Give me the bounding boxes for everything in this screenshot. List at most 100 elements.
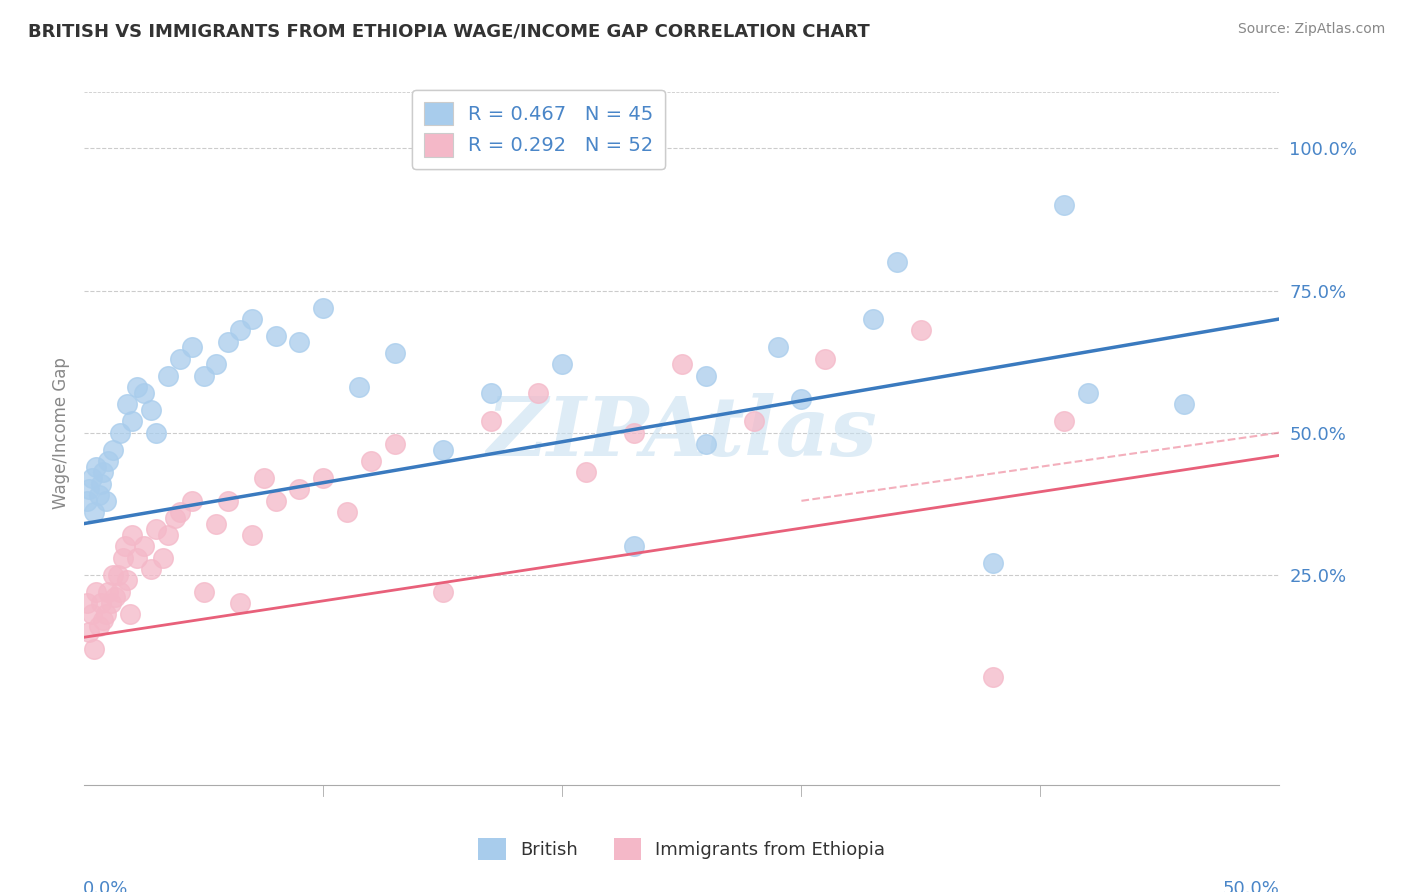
- Point: [205, 516, 228, 531]
- Text: Source: ZipAtlas.com: Source: ZipAtlas.com: [1237, 22, 1385, 37]
- Point: [101, 567, 124, 582]
- Point: [83, 641, 105, 656]
- Point: [117, 574, 139, 588]
- Point: [132, 539, 156, 553]
- Point: [551, 358, 574, 372]
- Point: [217, 334, 239, 349]
- Point: [97, 454, 120, 468]
- Point: [100, 596, 122, 610]
- Point: [77, 624, 100, 639]
- Point: [110, 584, 132, 599]
- Point: [349, 380, 371, 394]
- Point: [479, 414, 502, 428]
- Point: [145, 425, 167, 440]
- Text: BRITISH VS IMMIGRANTS FROM ETHIOPIA WAGE/INCOME GAP CORRELATION CHART: BRITISH VS IMMIGRANTS FROM ETHIOPIA WAGE…: [28, 22, 870, 40]
- Point: [264, 329, 287, 343]
- Point: [97, 584, 120, 599]
- Point: [229, 323, 252, 337]
- Point: [86, 584, 108, 599]
- Text: 50.0%: 50.0%: [1223, 880, 1279, 892]
- Point: [181, 493, 204, 508]
- Point: [623, 425, 645, 440]
- Point: [87, 488, 110, 502]
- Point: [193, 368, 215, 383]
- Point: [104, 591, 127, 605]
- Point: [240, 528, 263, 542]
- Point: [886, 255, 908, 269]
- Point: [169, 505, 191, 519]
- Point: [1173, 397, 1195, 411]
- Point: [253, 471, 276, 485]
- Point: [157, 528, 180, 542]
- Point: [132, 385, 156, 400]
- Point: [117, 397, 139, 411]
- Point: [86, 459, 108, 474]
- Point: [384, 346, 406, 360]
- Point: [695, 368, 717, 383]
- Point: [94, 607, 117, 622]
- Point: [125, 550, 148, 565]
- Point: [77, 483, 100, 497]
- Point: [193, 584, 215, 599]
- Point: [93, 613, 115, 627]
- Point: [90, 596, 112, 610]
- Point: [101, 442, 124, 457]
- Point: [910, 323, 932, 337]
- Point: [110, 425, 132, 440]
- Point: [125, 380, 148, 394]
- Point: [527, 385, 550, 400]
- Point: [1053, 198, 1076, 212]
- Point: [336, 505, 359, 519]
- Point: [1077, 385, 1099, 400]
- Point: [575, 466, 598, 480]
- Point: [152, 550, 174, 565]
- Point: [264, 493, 287, 508]
- Point: [384, 437, 406, 451]
- Y-axis label: Wage/Income Gap: Wage/Income Gap: [52, 357, 70, 508]
- Point: [169, 351, 191, 366]
- Point: [814, 351, 837, 366]
- Point: [141, 562, 163, 576]
- Point: [90, 476, 112, 491]
- Legend: R = 0.467   N = 45, R = 0.292   N = 52: R = 0.467 N = 45, R = 0.292 N = 52: [412, 90, 665, 169]
- Point: [288, 334, 311, 349]
- Point: [312, 471, 335, 485]
- Point: [229, 596, 252, 610]
- Point: [790, 392, 813, 406]
- Point: [94, 493, 117, 508]
- Point: [118, 607, 141, 622]
- Point: [862, 312, 884, 326]
- Point: [432, 442, 454, 457]
- Point: [80, 471, 103, 485]
- Point: [695, 437, 717, 451]
- Point: [181, 340, 204, 354]
- Point: [742, 414, 765, 428]
- Point: [87, 619, 110, 633]
- Point: [981, 557, 1004, 571]
- Point: [479, 385, 502, 400]
- Point: [240, 312, 263, 326]
- Point: [766, 340, 789, 354]
- Text: ZIPAtlas: ZIPAtlas: [486, 392, 877, 473]
- Point: [111, 550, 134, 565]
- Point: [141, 403, 163, 417]
- Point: [145, 522, 167, 536]
- Point: [217, 493, 239, 508]
- Point: [981, 670, 1004, 684]
- Point: [157, 368, 180, 383]
- Point: [205, 358, 228, 372]
- Point: [288, 483, 311, 497]
- Point: [83, 505, 105, 519]
- Point: [76, 596, 98, 610]
- Point: [80, 607, 103, 622]
- Point: [312, 301, 335, 315]
- Point: [1053, 414, 1076, 428]
- Point: [76, 493, 98, 508]
- Point: [121, 414, 143, 428]
- Point: [360, 454, 382, 468]
- Point: [121, 528, 143, 542]
- Point: [671, 358, 693, 372]
- Point: [114, 539, 136, 553]
- Point: [623, 539, 645, 553]
- Point: [432, 584, 454, 599]
